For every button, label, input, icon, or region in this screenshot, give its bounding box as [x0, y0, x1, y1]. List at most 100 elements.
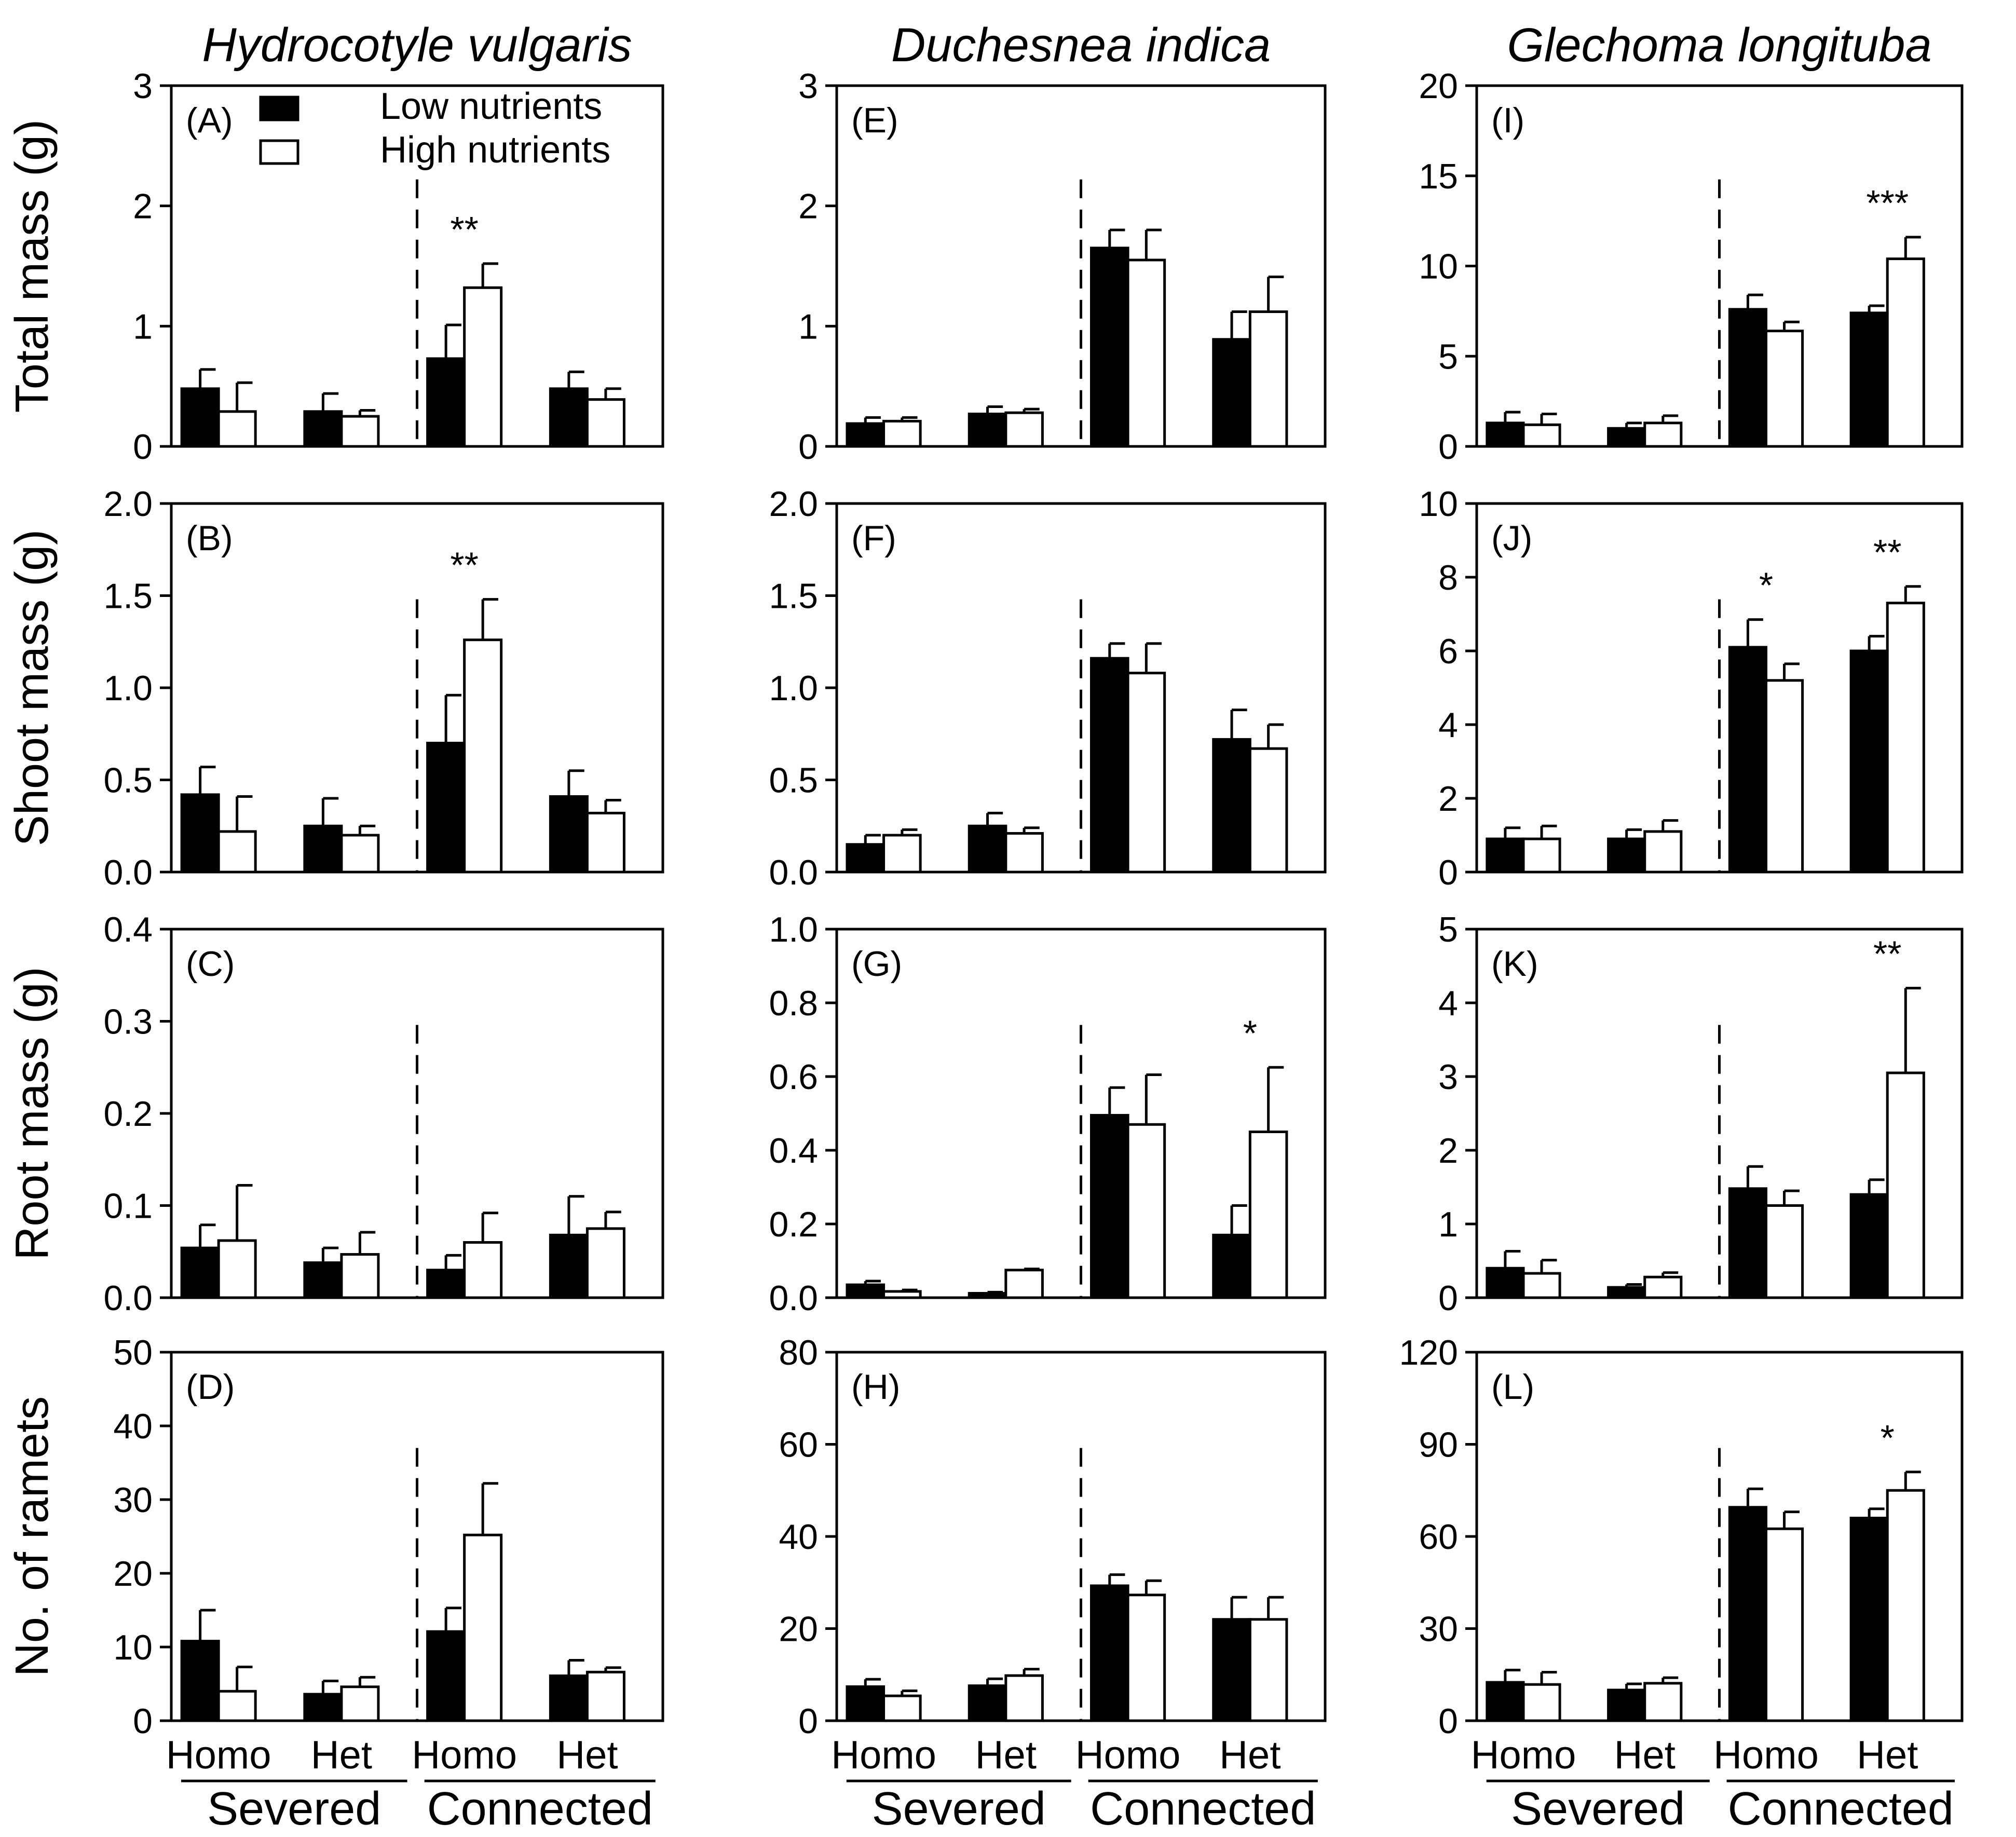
- bar-low-1: [180, 1246, 220, 1299]
- bar-high-4: [585, 1670, 625, 1722]
- bar-high-1: [1522, 837, 1561, 874]
- y-tick-label: 1.5: [769, 577, 818, 616]
- y-tick-label: 0: [1438, 853, 1458, 892]
- y-tick-label: 0: [1438, 1278, 1458, 1318]
- y-tick-label: 2: [1438, 1131, 1458, 1171]
- y-tick-label: 1.0: [103, 669, 153, 708]
- bar-low-4: [1849, 1517, 1889, 1722]
- bar-high-2: [1004, 1674, 1044, 1722]
- bar-low-1: [846, 422, 886, 448]
- bar-high-2: [1643, 1275, 1683, 1299]
- y-tick-label: 60: [779, 1425, 818, 1465]
- y-tick-label: 60: [1419, 1517, 1458, 1557]
- y-tick-label: 15: [1419, 157, 1458, 196]
- y-tick-label: 10: [1419, 247, 1458, 287]
- y-tick-label: 90: [1419, 1425, 1458, 1465]
- bar-low-2: [1607, 1286, 1646, 1299]
- panel-d: 0 10 20 30 40 50 (D) Homo Het Homo Het Severed Conne…: [113, 1333, 664, 1835]
- x-group-label: Severed: [1511, 1783, 1685, 1835]
- y-tick-label: 4: [1438, 984, 1458, 1023]
- y-tick-label: 0: [133, 1702, 153, 1741]
- bar-low-3: [1089, 247, 1129, 448]
- bar-high-4: [585, 1227, 625, 1299]
- panel-g: 0.0 0.2 0.4 0.6 0.8 1.0 (G) *: [769, 910, 1327, 1318]
- bar-low-2: [1607, 427, 1646, 448]
- bar-high-1: [882, 419, 922, 448]
- legend-swatch-low: [259, 96, 299, 121]
- y-tick-label: 30: [1419, 1610, 1458, 1649]
- bar-high-2: [340, 1685, 380, 1722]
- bar-low-2: [303, 1261, 343, 1299]
- y-tick-label: 30: [113, 1480, 153, 1520]
- bar-low-1: [846, 1283, 886, 1299]
- panel-c: 0.0 0.1 0.2 0.3 0.4 (C): [103, 910, 664, 1318]
- y-tick-label: 8: [1438, 558, 1458, 597]
- x-group-label: Severed: [207, 1783, 381, 1835]
- panel-label: (I): [1491, 101, 1524, 140]
- bar-high-1: [1522, 1272, 1561, 1299]
- bar-low-1: [846, 1685, 886, 1722]
- bar-high-2: [1004, 1269, 1044, 1299]
- y-tick-label: 2.0: [103, 484, 153, 524]
- bar-high-1: [217, 410, 257, 448]
- significance-marker: **: [450, 545, 478, 586]
- panel-label: (E): [851, 101, 898, 140]
- x-category-label: Homo: [1471, 1733, 1576, 1777]
- bar-low-2: [303, 410, 343, 448]
- bar-high-1: [882, 1290, 922, 1299]
- bar-low-3: [1089, 1584, 1129, 1722]
- y-tick-label: 0.4: [769, 1131, 818, 1171]
- bar-low-3: [1728, 1187, 1767, 1299]
- species-title-3: Glechoma longituba: [1507, 19, 1931, 72]
- bar-low-4: [549, 1233, 589, 1299]
- bar-high-3: [1764, 1527, 1804, 1722]
- y-tick-label: 0.8: [769, 984, 818, 1023]
- bar-low-2: [1607, 837, 1646, 874]
- significance-marker: ***: [1866, 183, 1909, 223]
- bar-high-3: [463, 1533, 503, 1722]
- panel-label: (B): [186, 519, 233, 558]
- y-tick-label: 120: [1399, 1333, 1458, 1372]
- x-category-label: Het: [1219, 1733, 1281, 1777]
- bar-low-1: [180, 793, 220, 874]
- x-axis: Homo Het Homo Het Severed Connected: [831, 1733, 1318, 1835]
- y-tick-label: 4: [1438, 705, 1458, 745]
- bar-low-4: [1849, 311, 1889, 448]
- x-group-label: Connected: [1728, 1783, 1954, 1835]
- bar-high-3: [1764, 679, 1804, 874]
- y-tick-label: 0.2: [103, 1094, 153, 1134]
- bar-low-1: [180, 387, 220, 448]
- bar-low-3: [426, 1269, 466, 1299]
- y-axis-title-row-2: Shoot mass (g): [6, 529, 58, 846]
- bar-low-3: [426, 742, 466, 874]
- species-title-2: Duchesnea indica: [891, 19, 1271, 72]
- bar-high-3: [1126, 1123, 1166, 1299]
- y-tick-label: 3: [798, 66, 818, 106]
- bar-high-3: [1764, 1204, 1804, 1299]
- y-tick-label: 20: [779, 1610, 818, 1649]
- bar-low-1: [846, 843, 886, 874]
- bar-high-1: [217, 830, 257, 874]
- x-group-label: Connected: [1090, 1783, 1316, 1835]
- y-tick-label: 0.4: [103, 910, 153, 949]
- bar-high-2: [340, 834, 380, 874]
- bar-high-3: [463, 638, 503, 874]
- y-tick-label: 20: [113, 1554, 153, 1594]
- bar-high-1: [882, 1694, 922, 1722]
- y-tick-label: 0.0: [769, 853, 818, 892]
- panel-label: (K): [1491, 944, 1538, 984]
- significance-marker: *: [1243, 1013, 1257, 1053]
- bar-high-3: [1126, 672, 1166, 874]
- significance-marker: **: [1873, 532, 1901, 573]
- bar-high-3: [463, 286, 503, 448]
- y-tick-label: 1: [1438, 1205, 1458, 1244]
- y-tick-label: 1.0: [769, 910, 818, 949]
- x-axis: Homo Het Homo Het Severed Connected: [166, 1733, 656, 1835]
- y-tick-label: 10: [1419, 484, 1458, 524]
- x-category-label: Het: [556, 1733, 618, 1777]
- y-tick-label: 0.6: [769, 1057, 818, 1097]
- y-tick-label: 0.2: [769, 1205, 818, 1244]
- significance-marker: *: [1881, 1418, 1895, 1458]
